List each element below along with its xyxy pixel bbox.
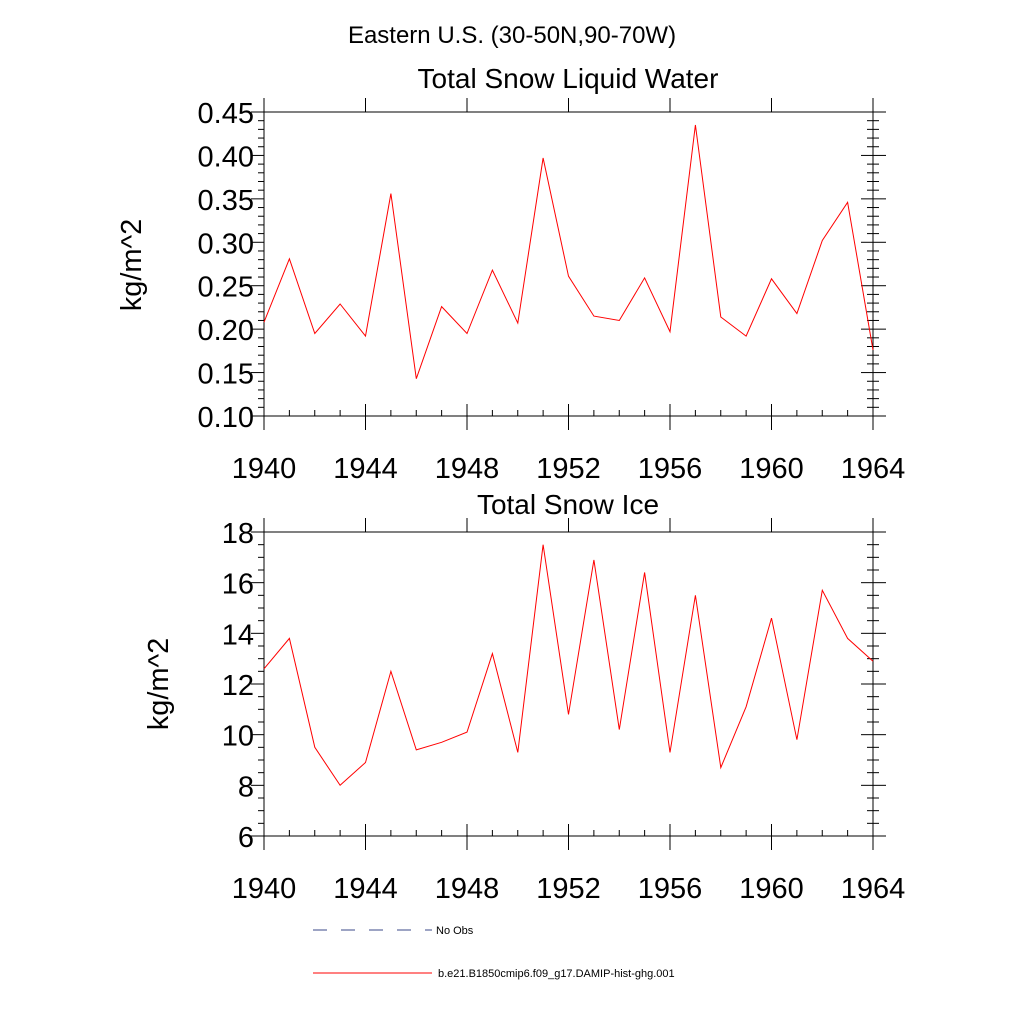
panel-snow-liquid-water: Total Snow Liquid Water kg/m^2 1940 1944 1… bbox=[116, 63, 905, 485]
x-tick-label: 1956 bbox=[638, 873, 703, 905]
series-line bbox=[263, 544, 874, 787]
plot-frame bbox=[263, 531, 874, 837]
x-tick-label: 1940 bbox=[232, 873, 297, 905]
y-tick-label: 18 bbox=[222, 518, 254, 550]
x-tick-label: 1964 bbox=[841, 453, 906, 485]
panel-title: Total Snow Ice bbox=[477, 489, 659, 520]
x-tick-label: 1964 bbox=[841, 873, 906, 905]
x-tick-label: 1948 bbox=[435, 873, 500, 905]
plot-frame bbox=[263, 111, 874, 417]
legend-label-model-run: b.e21.B1850cmip6.f09_g17.DAMIP-hist-ghg.… bbox=[438, 968, 675, 980]
x-tick-label: 1956 bbox=[638, 453, 703, 485]
y-tick-label: 0.45 bbox=[198, 98, 254, 130]
y-tick-label: 16 bbox=[222, 569, 254, 601]
y-axis-label: kg/m^2 bbox=[116, 219, 148, 312]
y-tick-label: 14 bbox=[222, 619, 254, 651]
x-tick-label: 1960 bbox=[739, 453, 804, 485]
x-tick-label: 1960 bbox=[739, 873, 804, 905]
y-tick-label: 6 bbox=[238, 822, 254, 854]
x-tick-label: 1952 bbox=[536, 873, 601, 905]
figure-title: Eastern U.S. (30-50N,90-70W) bbox=[348, 22, 676, 49]
y-tick-label: 0.15 bbox=[198, 359, 254, 391]
x-tick-label: 1948 bbox=[435, 453, 500, 485]
x-tick-label: 1952 bbox=[536, 453, 601, 485]
y-tick-label: 12 bbox=[222, 670, 254, 702]
x-tick-label: 1944 bbox=[333, 453, 398, 485]
y-tick-label: 0.40 bbox=[198, 141, 254, 173]
x-tick-label: 1940 bbox=[232, 453, 297, 485]
y-tick-label: 0.35 bbox=[198, 185, 254, 217]
legend-label-no-obs: No Obs bbox=[436, 925, 474, 937]
y-tick-label: 10 bbox=[222, 721, 254, 753]
y-axis-label: kg/m^2 bbox=[143, 638, 175, 731]
panel-title: Total Snow Liquid Water bbox=[418, 63, 719, 94]
y-tick-label: 8 bbox=[238, 771, 254, 803]
panel-snow-ice: Total Snow Ice kg/m^2 1940 1944 1948 1952 19… bbox=[143, 489, 905, 905]
y-tick-label: 0.20 bbox=[198, 315, 254, 347]
series-line bbox=[263, 124, 874, 379]
y-tick-label: 0.30 bbox=[198, 228, 254, 260]
legend: No Obs b.e21.B1850cmip6.f09_g17.DAMIP-hi… bbox=[313, 925, 675, 980]
x-tick-label: 1944 bbox=[333, 873, 398, 905]
y-tick-label: 0.10 bbox=[198, 402, 254, 434]
y-tick-label: 0.25 bbox=[198, 272, 254, 304]
